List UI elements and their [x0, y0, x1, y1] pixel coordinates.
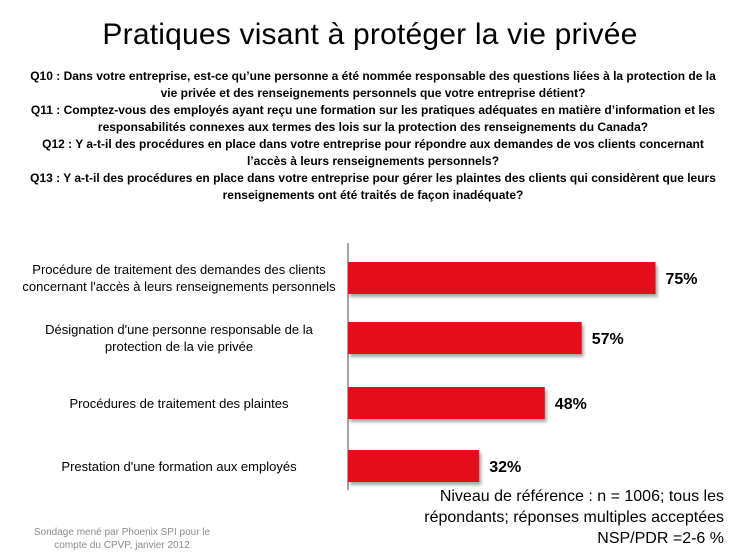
category-label: Procédure de traitement des demandes des… — [22, 262, 336, 294]
bar-value-label: 32% — [489, 459, 521, 476]
bar — [348, 262, 656, 294]
category-label: Prestation d'une formation aux employés — [61, 458, 297, 474]
question-q13: Q13 : Y a-t-il des procédures en place d… — [30, 171, 716, 202]
question-q11: Q11 : Comptez-vous des employés ayant re… — [30, 103, 716, 134]
category-label: Désignation d'une personne responsable d… — [45, 322, 313, 354]
question-text-block: Q10 : Dans votre entreprise, est-ce qu’u… — [28, 68, 718, 204]
base-note-line: NSP/PDR =2-6 % — [597, 530, 724, 547]
bar — [348, 322, 582, 354]
chart-title: Pratiques visant à protéger la vie privé… — [102, 18, 638, 51]
bar — [348, 450, 480, 482]
base-note-line: Niveau de référence : n = 1006; tous les — [439, 488, 724, 505]
bar — [348, 387, 545, 419]
base-note: Niveau de référence : n = 1006; tous les… — [384, 486, 724, 549]
bar-value-label: 75% — [666, 271, 698, 288]
question-q10: Q10 : Dans votre entreprise, est-ce qu’u… — [30, 69, 716, 100]
source-footnote: Sondage mené par Phoenix SPI pour le com… — [33, 527, 211, 551]
bar-value-label: 48% — [555, 396, 587, 413]
base-note-line: répondants; réponses multiples acceptées — [424, 509, 724, 526]
category-label: Procédures de traitement des plaintes — [69, 395, 289, 411]
question-q12: Q12 : Y a-t-il des procédures en place d… — [42, 137, 704, 168]
bar-value-label: 57% — [592, 331, 624, 348]
